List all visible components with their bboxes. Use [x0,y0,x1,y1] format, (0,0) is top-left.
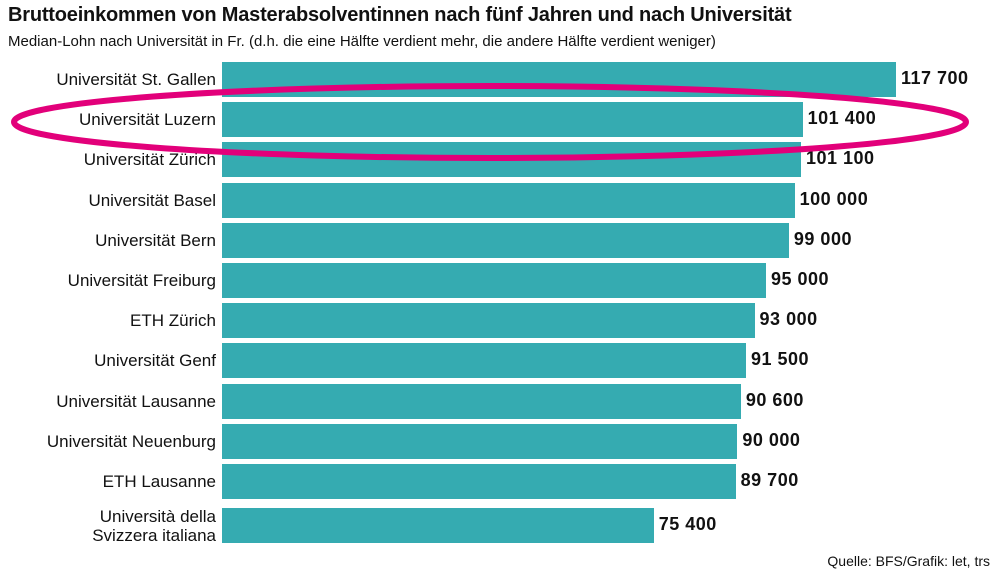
y-tick-label: Universität Freiburg [67,271,216,290]
bar [222,343,746,379]
y-tick-label: Universität St. Gallen [56,70,216,89]
value-label: 90 600 [745,389,804,410]
value-label: 75 400 [658,514,717,535]
y-tick-label: Universität Luzern [78,110,216,130]
value-label: 93 000 [759,309,818,330]
chart-subtitle: Median-Lohn nach Universität in Fr. (d.h… [8,33,716,50]
value-label: 95 000 [771,269,830,289]
y-tick-label: Universität Neuenburg [46,431,216,451]
bar [222,102,803,138]
bar [222,423,738,459]
y-tick-label: Universität Basel [88,190,216,210]
bar [222,142,801,178]
y-tick-label: Universität Lausanne [56,391,216,411]
y-tick-label: Universität Zürich [83,150,216,170]
value-label: 91 500 [750,349,810,370]
bar [222,182,795,218]
value-label: 89 700 [740,470,799,490]
bar [222,508,654,544]
value-label: 101 100 [805,148,875,169]
bar [222,464,736,499]
y-tick-label: Universität Bern [95,230,216,250]
chart-title: Bruttoeinkommen von Masterabsolventinnen… [8,4,792,26]
y-tick-label: ETH Zürich [130,311,216,331]
bar [222,303,755,339]
y-tick-label: Universität Genf [94,351,216,371]
value-label: 101 400 [807,108,877,129]
y-tick-label: ETH Lausanne [102,472,216,491]
bar [222,222,789,258]
bar [222,383,741,419]
source: Quelle: BFS/Grafik: let, trs [827,553,990,569]
y-tick-label: Università della Svizzera italiana [92,506,216,545]
bar [222,62,896,97]
value-label: 90 000 [742,429,801,450]
bar [222,263,766,298]
value-label: 100 000 [799,188,869,209]
value-label: 99 000 [793,228,852,249]
value-label: 117 700 [901,68,969,88]
